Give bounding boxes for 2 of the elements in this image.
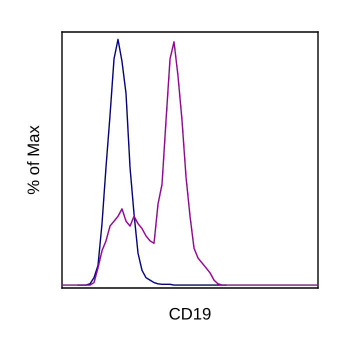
y-axis-title: % of Max — [27, 125, 40, 194]
x-axis-title: CD19 — [170, 308, 211, 320]
